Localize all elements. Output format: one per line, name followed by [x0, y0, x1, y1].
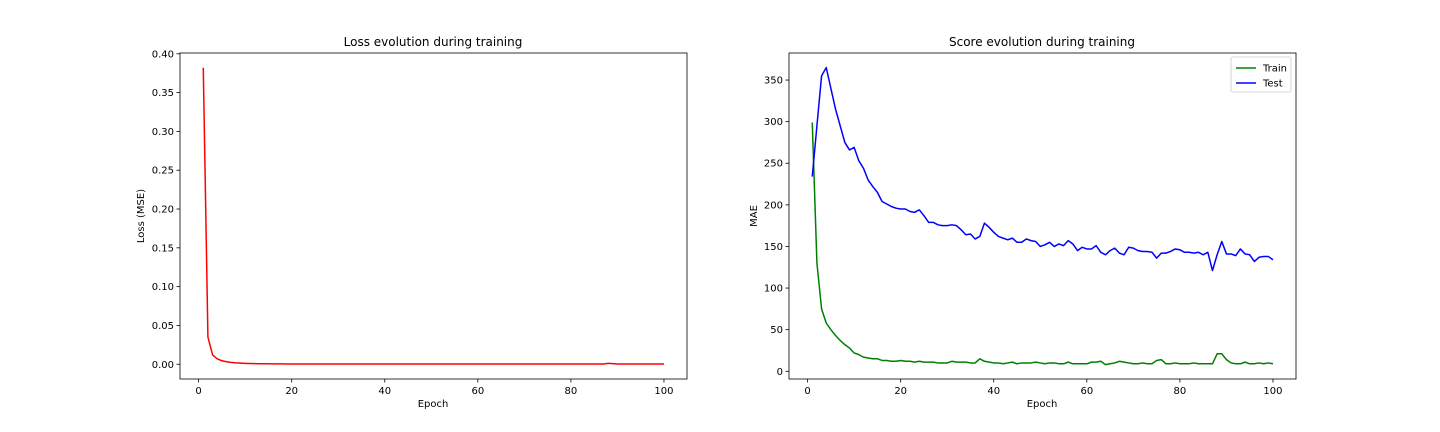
- score-chart-legend-label-test: Test: [1262, 79, 1283, 90]
- loss-chart-y-tick-label: 0.05: [152, 321, 174, 332]
- loss-chart-x-tick-label: 0: [195, 386, 201, 397]
- score-chart-y-tick-label: 50: [770, 325, 783, 336]
- loss-chart-y-tick-label: 0.10: [152, 282, 174, 293]
- loss-chart-y-tick-label: 0.30: [152, 127, 174, 138]
- loss-chart-y-tick-label: 0.00: [152, 360, 174, 371]
- score-chart-legend: Train Test: [1230, 56, 1292, 93]
- score-chart-legend-label-train: Train: [1262, 64, 1287, 75]
- loss-chart-x-tick-label: 80: [565, 386, 578, 397]
- score-chart-series-test-line: [811, 66, 1274, 272]
- loss-chart-y-axis-label: Loss (MSE): [136, 189, 147, 243]
- score-chart-title: Score evolution during training: [949, 35, 1135, 49]
- loss-chart-series-loss-line: [202, 67, 664, 365]
- score-chart-x-axis-label: Epoch: [1027, 399, 1058, 410]
- loss-chart-y-tick-label: 0.35: [152, 88, 174, 99]
- score-chart-x-tick-label: 20: [894, 386, 907, 397]
- score-chart-y-tick-label: 150: [764, 242, 783, 253]
- score-chart-y-tick-label: 200: [764, 200, 783, 211]
- score-chart-x-tick-label: 100: [1263, 386, 1282, 397]
- score-chart-x-tick-label: 0: [804, 386, 810, 397]
- score-chart-y-tick-label: 100: [764, 284, 783, 295]
- loss-chart-plot-area: 0 20 40 60 80 100 0.00 0.05 0.10 0.15 0.20 0.25 0.30…: [152, 49, 688, 397]
- score-chart-x-tick-label: 60: [1080, 386, 1093, 397]
- loss-chart-x-tick-label: 100: [654, 386, 673, 397]
- loss-chart: Loss evolution during training Epoch Los…: [136, 35, 688, 410]
- score-chart-y-axis-label: MAE: [749, 205, 760, 227]
- score-chart-y-tick-label: 250: [764, 159, 783, 170]
- loss-chart-x-tick-label: 40: [378, 386, 391, 397]
- score-chart-plot-area: 0 20 40 60 80 100 0 50 100 150 200 250 300 350 Train Te…: [764, 52, 1297, 397]
- loss-chart-axes-frame: [179, 52, 688, 380]
- loss-chart-x-axis-label: Epoch: [418, 399, 449, 410]
- score-chart-x-tick-label: 40: [987, 386, 1000, 397]
- score-chart-y-tick-label: 0: [777, 367, 783, 378]
- loss-chart-x-tick-label: 20: [285, 386, 298, 397]
- loss-chart-y-tick-label: 0.20: [152, 205, 174, 216]
- loss-chart-y-tick-label: 0.40: [152, 49, 174, 60]
- loss-chart-y-tick-label: 0.25: [152, 166, 174, 177]
- score-chart-x-tick-label: 80: [1174, 386, 1187, 397]
- loss-chart-y-tick-label: 0.15: [152, 243, 174, 254]
- score-chart: Score evolution during training Epoch MA…: [749, 35, 1297, 410]
- score-chart-axes-frame: [788, 52, 1297, 380]
- score-chart-series-train-line: [811, 122, 1274, 366]
- score-chart-y-tick-label: 300: [764, 117, 783, 128]
- loss-chart-title: Loss evolution during training: [344, 35, 523, 49]
- score-chart-y-tick-label: 350: [764, 76, 783, 87]
- loss-chart-x-tick-label: 60: [471, 386, 484, 397]
